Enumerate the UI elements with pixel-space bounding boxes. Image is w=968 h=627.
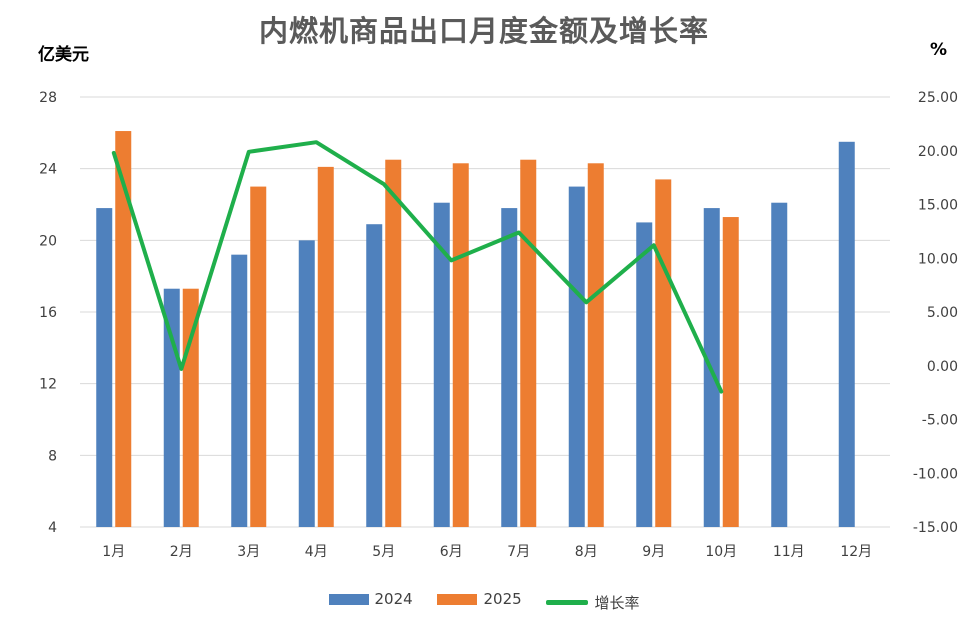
line-growth-rate <box>111 140 724 394</box>
bar-2024 <box>231 254 248 527</box>
bar-2025 <box>587 163 604 527</box>
x-tick-label: 3月 <box>237 544 260 560</box>
bar-2024 <box>568 186 585 528</box>
bar-2025 <box>115 131 132 527</box>
bar-2024 <box>501 208 518 528</box>
bar-2024 <box>636 222 653 527</box>
bar-2025 <box>452 163 469 527</box>
x-tick-label: 10月 <box>705 544 737 560</box>
legend-item-growth-rate[interactable]: 增长率 <box>546 592 639 613</box>
bar-2024 <box>838 141 855 527</box>
x-tick-label: 7月 <box>507 544 530 560</box>
x-tick-label: 1月 <box>102 544 125 560</box>
bar-2024 <box>433 202 450 528</box>
legend-item-2024[interactable]: 2024 <box>328 590 413 608</box>
y-left-tick-label: 20 <box>39 233 57 249</box>
y-left-tick-label: 4 <box>48 520 57 536</box>
y-left-tick-label: 28 <box>39 90 57 106</box>
y-right-tick-label: -5.00 <box>922 413 958 429</box>
y-right-tick-label: -15.00 <box>913 520 958 536</box>
bar-2025 <box>520 159 537 528</box>
axis-labels: 4 8 12 16 20 24 28 -15.00 -10.00 -5.00 0.00 5.00 10.… <box>39 90 958 560</box>
bar-2025 <box>250 186 267 528</box>
bar-2024 <box>298 240 315 528</box>
chart-title: 内燃机商品出口月度金额及增长率 <box>258 14 709 48</box>
legend-swatch-growth-rate <box>546 599 589 605</box>
legend-swatch-2024 <box>328 593 369 605</box>
legend-swatch-2025 <box>437 593 478 605</box>
x-tick-label: 5月 <box>372 544 395 560</box>
y-right-tick-label: 25.00 <box>918 90 958 106</box>
gridlines <box>80 96 890 528</box>
legend-label-2025: 2025 <box>483 590 522 608</box>
y-right-tick-label: 15.00 <box>918 198 958 214</box>
y-right-tick-label: 0.00 <box>927 359 958 375</box>
y-right-tick-label: 20.00 <box>918 144 958 160</box>
y-axis-right-unit: % <box>930 40 948 60</box>
bar-2025 <box>317 166 334 527</box>
bar-2024 <box>96 208 113 528</box>
y-right-tick-label: 10.00 <box>918 251 958 267</box>
y-left-tick-label: 24 <box>39 162 57 178</box>
y-left-tick-label: 8 <box>48 448 57 464</box>
x-tick-label: 12月 <box>840 544 872 560</box>
bar-2024 <box>366 224 383 528</box>
bar-series <box>96 131 855 528</box>
y-left-tick-label: 12 <box>39 377 57 393</box>
x-tick-label: 2月 <box>170 544 193 560</box>
y-right-tick-label: -10.00 <box>913 466 958 482</box>
x-tick-label: 4月 <box>305 544 328 560</box>
x-tick-label: 11月 <box>773 544 805 560</box>
x-tick-label: 9月 <box>642 544 665 560</box>
y-axis-left-unit: 亿美元 <box>38 45 89 65</box>
legend-label-growth-rate: 增长率 <box>594 593 640 612</box>
y-left-tick-label: 16 <box>39 305 57 321</box>
x-tick-label: 6月 <box>440 544 463 560</box>
legend-item-2025[interactable]: 2025 <box>437 590 522 608</box>
bar-2025 <box>655 179 672 527</box>
bar-2025 <box>722 217 739 527</box>
legend: 2024 2025 增长率 <box>0 590 968 613</box>
y-right-tick-label: 5.00 <box>927 305 958 321</box>
bar-2024 <box>771 202 788 528</box>
bar-2025 <box>385 159 402 528</box>
legend-label-2024: 2024 <box>374 590 413 608</box>
line-series <box>111 140 724 394</box>
x-tick-label: 8月 <box>575 544 598 560</box>
